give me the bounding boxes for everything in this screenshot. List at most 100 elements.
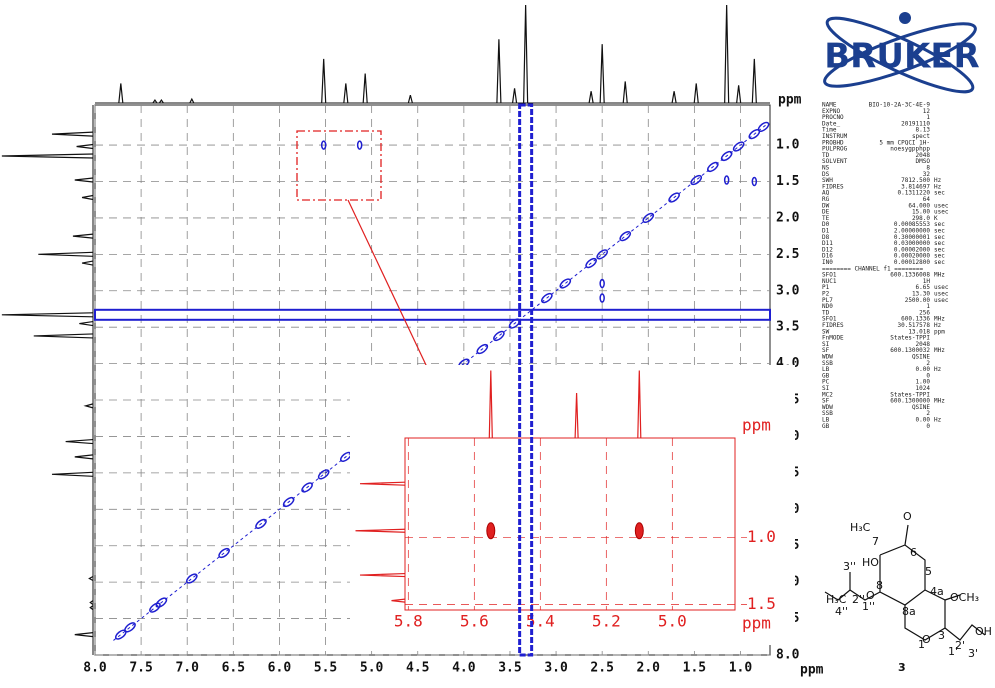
param-value: 3.814697 [901,183,930,190]
logo-text: BRUKER [824,37,979,77]
projection-peak [74,454,94,460]
structure-label: 1' [948,645,958,658]
structure-label: O [866,589,875,602]
x-tick-label: 5.5 [314,661,337,676]
param-value: 8 [926,165,930,172]
param-unit: usec [934,291,949,298]
param-value: QSINE [912,354,930,361]
cross-peak [541,292,553,304]
projection-peak [89,600,94,606]
projection-peak [588,91,594,104]
structure-label: OH [975,625,992,638]
bond [904,524,909,546]
param-unit: sec [934,246,945,253]
y-tick-label: 1.0 [776,138,800,153]
param-name: FnMODE [822,335,844,342]
x-tick-label: 5.6 [460,612,489,631]
param-name: PL7 [822,297,833,304]
projection-peak [359,572,406,578]
highlight-box [296,130,382,201]
structure-label: 2'' [852,593,865,606]
param-name: P2 [822,291,830,298]
param-unit: Hz [934,366,942,373]
cross-peak [751,176,758,187]
param-value: 600.1300032 [890,347,930,354]
structure-label: H₃C [850,521,871,534]
param-name: MC2 [822,391,833,398]
y-tick-label: 1.5 [776,174,799,189]
param-unit: K [934,215,938,222]
projection-peak [81,260,94,266]
param-unit: usec [934,284,949,291]
param-name: SSB [822,360,833,367]
orbit [823,22,977,88]
y-tick-label: 1.5 [747,594,776,613]
param-name: LB [822,366,830,373]
projection-peak [671,91,677,104]
param-value: 0.03000000 [894,240,931,247]
param-value: noesygpphpp [890,146,930,153]
cross-peak [668,192,680,203]
param-name: PULPROG [822,146,848,153]
projection-peak [51,131,94,137]
param-value: 15.00 [912,209,930,216]
projection-peak [81,194,94,201]
structure-label: 8 [876,579,883,592]
bond [904,589,946,641]
param-name: RG [822,196,830,203]
projection-peak [736,85,742,104]
param-value: 64.000 [908,202,930,209]
x-tick-label: 4.5 [406,661,429,676]
structure-label: 5 [925,565,932,578]
projection-peak [362,73,368,104]
param-value: 0.00002000 [894,246,931,253]
param-name: TD [822,309,830,316]
x-tick-label: 5.8 [394,612,423,631]
param-value: 600.1336 [901,316,930,323]
param-unit: MHz [934,316,945,323]
solvent-band [94,308,771,321]
projection-peak [158,98,164,104]
param-name: FIDRES [822,322,844,329]
param-name: SI [822,341,830,348]
projection-peak [343,83,349,104]
cross-peak [124,622,136,633]
projection-peak [407,95,413,104]
projection-peak [152,98,158,104]
param-unit: usec [934,297,949,304]
cross-peak [599,293,605,303]
cross-peak [757,121,770,132]
bond [944,594,961,601]
y-axis-label: ppm [778,93,802,108]
param-unit: usec [934,202,949,209]
param-value: 0.00012800 [894,259,931,266]
projection-peak [511,88,518,104]
param-value: 7812.500 [901,177,930,184]
cross-peak [596,249,608,260]
param-unit: sec [934,221,945,228]
cross-peak [723,175,730,185]
x-tick-label: 5.2 [592,612,621,631]
param-value: 32 [923,171,931,178]
param-name: Date_ [822,120,840,127]
projection-peak [33,333,94,339]
projection-peak [359,481,406,486]
param-value: DMSO [916,158,931,165]
structure-label: 8a [902,605,916,618]
x-tick-label: 3.0 [544,661,568,676]
param-name: ND0 [822,303,833,310]
param-name: SSB [822,410,833,417]
cross-peak [720,150,733,162]
param-name: NUC1 [822,278,837,285]
param-name: PC [822,379,830,386]
inset-backdrop [350,365,795,645]
param-value: 0.00 [916,417,931,424]
param-value: 1024 [916,385,931,392]
cross-peak [255,518,267,530]
projection-peak [751,58,757,104]
projection-peak [79,320,94,327]
y-axis-label: ppm [742,416,771,435]
projection-peak [74,632,94,638]
